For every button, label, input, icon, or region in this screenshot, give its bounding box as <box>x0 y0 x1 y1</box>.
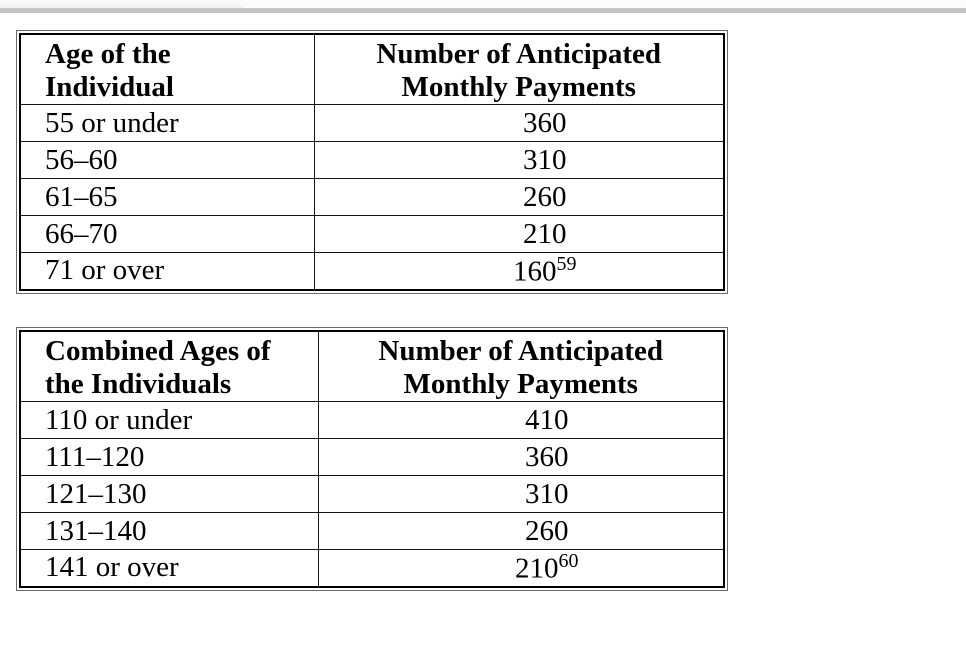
table-row: 141 or over 21060 <box>19 548 725 588</box>
age-range-cell: 141 or over <box>19 548 319 588</box>
table-row: 110 or under 410 <box>19 401 725 439</box>
header-anticipated-payments: Number of Anticipated Monthly Payments <box>313 33 725 105</box>
age-range-cell: 56–60 <box>19 141 315 179</box>
payments-cell: 360 <box>317 438 725 476</box>
table-row: 55 or under 360 <box>19 104 725 142</box>
payments-value: 310 <box>523 143 567 176</box>
header-combined-ages: Combined Ages of the Individuals <box>19 330 319 402</box>
browser-toolbar-divider <box>0 8 966 13</box>
age-range-cell: 121–130 <box>19 475 319 513</box>
header-line: Monthly Payments <box>403 368 638 400</box>
age-range-cell: 111–120 <box>19 438 319 476</box>
header-line: the Individuals <box>45 368 232 400</box>
table-row: 66–70 210 <box>19 215 725 253</box>
header-line: Combined Ages of <box>45 335 271 367</box>
payments-value: 210 <box>523 217 567 250</box>
age-range-cell: 66–70 <box>19 215 315 253</box>
footnote-ref-59: 59 <box>556 253 577 275</box>
table-row: 71 or over 16059 <box>19 251 725 291</box>
header-line: Number of Anticipated <box>376 38 662 70</box>
payments-cell: 260 <box>313 178 725 216</box>
payments-value: 410 <box>525 403 569 436</box>
active-tab-bottom-edge <box>238 0 966 8</box>
header-anticipated-payments: Number of Anticipated Monthly Payments <box>317 330 725 402</box>
age-range-cell: 110 or under <box>19 401 319 439</box>
age-range-cell: 71 or over <box>19 251 315 291</box>
payments-value: 360 <box>525 440 569 473</box>
table-row: 121–130 310 <box>19 475 725 513</box>
header-line: Individual <box>45 71 174 103</box>
payments-cell: 360 <box>313 104 725 142</box>
payments-value: 160 <box>513 255 557 288</box>
table-row: 131–140 260 <box>19 512 725 550</box>
payments-cell: 260 <box>317 512 725 550</box>
table-row: 111–120 360 <box>19 438 725 476</box>
browser-tab-strip <box>0 0 966 8</box>
header-line: Age of the <box>45 38 171 70</box>
browser-chrome <box>0 0 966 13</box>
footnote-ref-60: 60 <box>558 550 579 572</box>
age-range-cell: 61–65 <box>19 178 315 216</box>
payments-value: 260 <box>525 514 569 547</box>
combined-ages-table: Combined Ages of the Individuals Number … <box>16 327 728 591</box>
payments-cell: 310 <box>317 475 725 513</box>
header-line: Monthly Payments <box>401 71 636 103</box>
table-header-row: Age of the Individual Number of Anticipa… <box>19 33 725 105</box>
age-of-individual-table: Age of the Individual Number of Anticipa… <box>16 30 728 294</box>
table-row: 61–65 260 <box>19 178 725 216</box>
table-header-row: Combined Ages of the Individuals Number … <box>19 330 725 402</box>
age-range-cell: 55 or under <box>19 104 315 142</box>
header-age-of-individual: Age of the Individual <box>19 33 315 105</box>
payments-value: 210 <box>515 552 559 585</box>
payments-cell: 16059 <box>313 251 725 291</box>
payments-cell: 210 <box>313 215 725 253</box>
payments-value: 310 <box>525 477 569 510</box>
payments-cell: 410 <box>317 401 725 439</box>
payments-cell: 310 <box>313 141 725 179</box>
header-line: Number of Anticipated <box>378 335 664 367</box>
payments-value: 360 <box>523 106 567 139</box>
age-range-cell: 131–140 <box>19 512 319 550</box>
table-row: 56–60 310 <box>19 141 725 179</box>
payments-cell: 21060 <box>317 548 725 588</box>
payments-value: 260 <box>523 180 567 213</box>
